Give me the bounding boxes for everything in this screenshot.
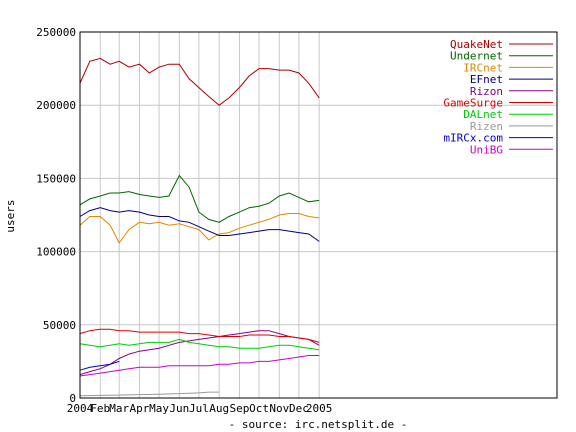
y-tick-label: 150000 bbox=[36, 172, 76, 185]
x-tick-label: Jun bbox=[169, 402, 189, 415]
series-line-rizen bbox=[79, 391, 220, 397]
x-tick-label: Dec bbox=[289, 402, 309, 415]
y-tick-label: 100000 bbox=[36, 246, 76, 259]
y-tick-label: 200000 bbox=[36, 99, 76, 112]
legend-layer: QuakeNetUndernetIRCnetEFnetRizonGameSurg… bbox=[443, 38, 553, 156]
plot-frame bbox=[79, 31, 558, 399]
x-tick-label: 2004 bbox=[67, 402, 94, 415]
x-tick-label: Aug bbox=[209, 402, 229, 415]
legend-label: mIRCx.com bbox=[443, 132, 503, 145]
legend-label: IRCnet bbox=[463, 61, 503, 74]
x-axis-label: - source: irc.netsplit.de - bbox=[229, 418, 408, 431]
x-tick-label: May bbox=[149, 402, 169, 415]
legend-label: UniBG bbox=[470, 143, 503, 156]
series-line-unibg bbox=[79, 355, 320, 377]
y-axis-label: users bbox=[4, 199, 17, 232]
legend-label: QuakeNet bbox=[450, 38, 503, 51]
series-line-quakenet bbox=[79, 57, 320, 106]
series-line-ircnet bbox=[79, 213, 320, 244]
y-tick-label: 0 bbox=[69, 392, 76, 405]
x-tick-label: Sep bbox=[229, 402, 249, 415]
series-line-mircx-com bbox=[79, 360, 120, 371]
x-tick-label: 2005 bbox=[306, 402, 333, 415]
x-tick-label: Apr bbox=[130, 402, 150, 415]
x-tick-label: Jul bbox=[189, 402, 209, 415]
legend-label: Undernet bbox=[450, 50, 503, 63]
series-line-undernet bbox=[79, 174, 320, 223]
y-tick-label: 250000 bbox=[36, 26, 76, 39]
legend-label: Rizen bbox=[470, 120, 503, 133]
series-line-rizon bbox=[79, 330, 320, 376]
x-tick-label: Nov bbox=[269, 402, 289, 415]
x-tick-label: Oct bbox=[249, 402, 269, 415]
series-line-efnet bbox=[79, 207, 320, 242]
series-line-gamesurge bbox=[79, 328, 320, 343]
legend-label: EFnet bbox=[470, 73, 503, 86]
x-tick-label: Feb bbox=[90, 402, 110, 415]
y-tick-label: 50000 bbox=[43, 319, 76, 332]
series-layer bbox=[79, 57, 320, 397]
legend-label: GameSurge bbox=[443, 97, 503, 110]
legend-label: DALnet bbox=[463, 108, 503, 121]
series-line-dalnet bbox=[79, 338, 320, 351]
x-tick-label: Mar bbox=[109, 402, 129, 415]
legend-label: Rizon bbox=[470, 85, 503, 98]
